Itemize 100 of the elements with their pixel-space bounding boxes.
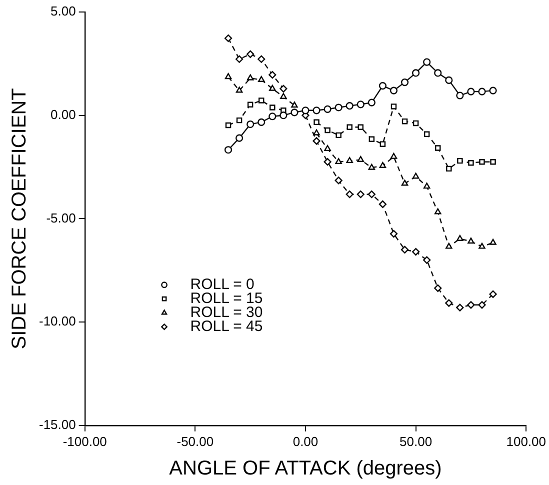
point	[236, 55, 244, 63]
point	[478, 301, 486, 309]
point	[435, 145, 441, 151]
point	[236, 117, 242, 124]
point	[457, 158, 463, 164]
point	[291, 102, 298, 108]
point	[400, 246, 409, 254]
point	[434, 69, 442, 77]
point	[334, 176, 342, 184]
point	[445, 76, 453, 84]
point	[302, 106, 310, 114]
point	[324, 105, 332, 113]
point	[390, 104, 397, 110]
point	[379, 162, 386, 168]
point	[467, 88, 475, 96]
point	[402, 118, 408, 124]
point	[314, 119, 320, 126]
point	[324, 145, 331, 152]
point	[258, 118, 266, 126]
y-tick-label: -15.00	[38, 416, 76, 432]
point	[412, 120, 419, 126]
point	[390, 152, 398, 159]
x-tick-label: 0.00	[292, 434, 318, 449]
y-tick-label: 5.00	[50, 4, 76, 19]
point	[356, 190, 364, 198]
point	[368, 136, 375, 142]
point	[335, 158, 342, 164]
point	[490, 158, 496, 165]
x-tick-label: -50.00	[176, 434, 214, 449]
y-tick-label: 0.00	[50, 106, 76, 122]
y-tick-label: -5.00	[46, 210, 76, 226]
point	[225, 122, 232, 128]
point	[346, 157, 353, 164]
point	[468, 238, 474, 244]
point	[489, 290, 497, 298]
point	[378, 82, 387, 90]
point	[269, 84, 276, 91]
point	[246, 50, 254, 58]
point	[280, 92, 287, 99]
point	[368, 98, 376, 106]
point	[246, 74, 254, 80]
point	[246, 120, 254, 128]
point	[236, 86, 243, 93]
point	[468, 160, 474, 166]
point	[423, 256, 431, 264]
point	[224, 73, 232, 80]
point	[378, 200, 387, 208]
point	[236, 134, 244, 142]
point	[412, 172, 420, 179]
point	[280, 84, 288, 92]
point	[358, 124, 364, 130]
point	[270, 104, 276, 110]
point	[368, 190, 376, 198]
x-tick-label: -100.00	[62, 434, 107, 449]
point	[434, 208, 442, 214]
point	[258, 55, 266, 63]
point	[434, 284, 442, 292]
point	[346, 190, 354, 198]
point	[356, 100, 364, 108]
point	[357, 156, 364, 162]
point	[268, 71, 276, 79]
point	[467, 301, 475, 309]
y-tick-label: -10.00	[38, 314, 76, 329]
point	[412, 69, 420, 77]
point	[224, 146, 232, 154]
point	[313, 129, 320, 136]
point	[336, 132, 342, 138]
point	[479, 158, 485, 165]
point	[346, 124, 352, 130]
point	[456, 234, 464, 241]
point	[478, 242, 486, 249]
point	[324, 158, 332, 166]
point	[400, 78, 409, 86]
point	[446, 166, 452, 172]
point	[445, 299, 453, 307]
point	[390, 86, 398, 94]
point	[268, 112, 276, 120]
point	[446, 242, 452, 249]
x-tick-label: 50.00	[400, 434, 432, 449]
point	[456, 92, 464, 100]
point	[334, 104, 342, 112]
point	[290, 108, 298, 116]
point	[489, 86, 497, 94]
point	[380, 141, 386, 147]
point	[401, 180, 408, 186]
point	[423, 58, 431, 66]
point	[424, 131, 430, 138]
point	[258, 76, 265, 82]
point	[423, 182, 430, 189]
point	[412, 248, 420, 256]
point	[368, 164, 376, 170]
point	[478, 88, 486, 96]
point	[456, 304, 464, 312]
point	[490, 238, 496, 245]
y-axis-title: SIDE FORCE COEFFICIENT	[8, 88, 31, 350]
point	[346, 102, 354, 110]
point	[312, 106, 320, 114]
point	[390, 230, 398, 238]
point	[312, 137, 320, 145]
point	[224, 34, 232, 42]
